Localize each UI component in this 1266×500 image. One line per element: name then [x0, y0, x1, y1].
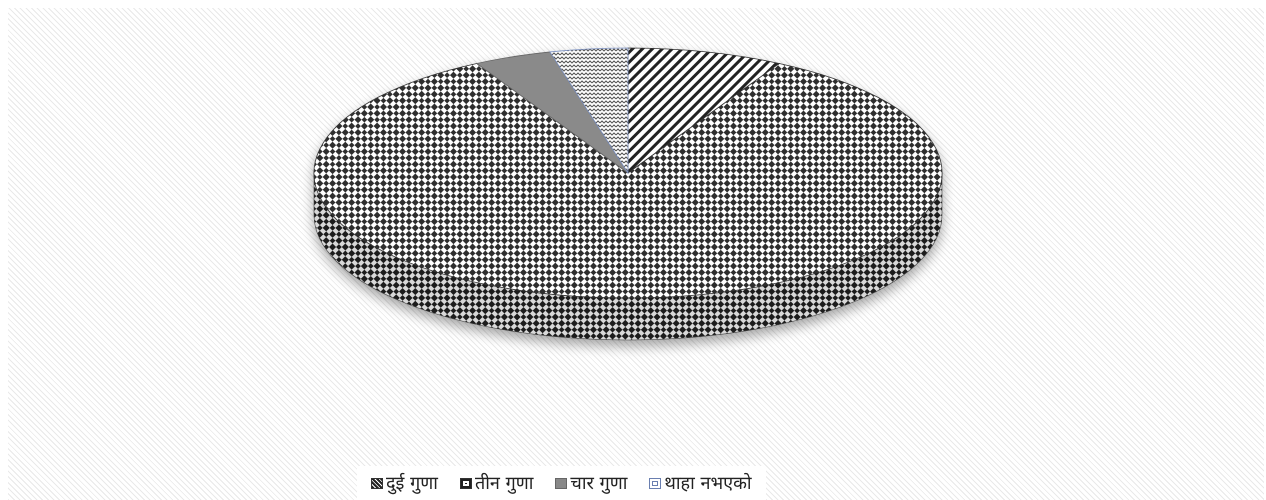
legend-swatch-thaha-nabhaeko	[649, 477, 662, 489]
legend-item-thaha-nabhaeko: थाहा नभएको	[649, 471, 752, 495]
legend-swatch-teen-guna	[459, 477, 472, 489]
legend-item-char-guna: चार गुणा	[555, 471, 627, 495]
legend-label-teen-guna: तीन गुणा	[474, 473, 534, 494]
legend-swatch-dui-guna	[371, 477, 383, 489]
pie-slice-thaha-nabhaeko	[549, 47, 629, 175]
chart-legend: दुई गुणा तीन गुणा चार गुणा थाहा नभएको	[357, 466, 766, 500]
legend-swatch-char-guna	[555, 477, 568, 489]
pie-chart	[313, 47, 943, 341]
legend-item-teen-guna: तीन गुणा	[459, 471, 534, 495]
pie-slice-dui-guna	[627, 47, 781, 174]
legend-label-dui-guna: दुई गुणा	[386, 473, 438, 494]
legend-label-char-guna: चार गुणा	[570, 473, 628, 494]
legend-label-thaha-nabhaeko: थाहा नभएको	[664, 473, 752, 494]
chart-area: दुई गुणा तीन गुणा चार गुणा थाहा नभएको	[8, 8, 1264, 500]
pie-slice-teen-guna	[313, 63, 943, 299]
legend-item-dui-guna: दुई गुणा	[371, 471, 438, 495]
